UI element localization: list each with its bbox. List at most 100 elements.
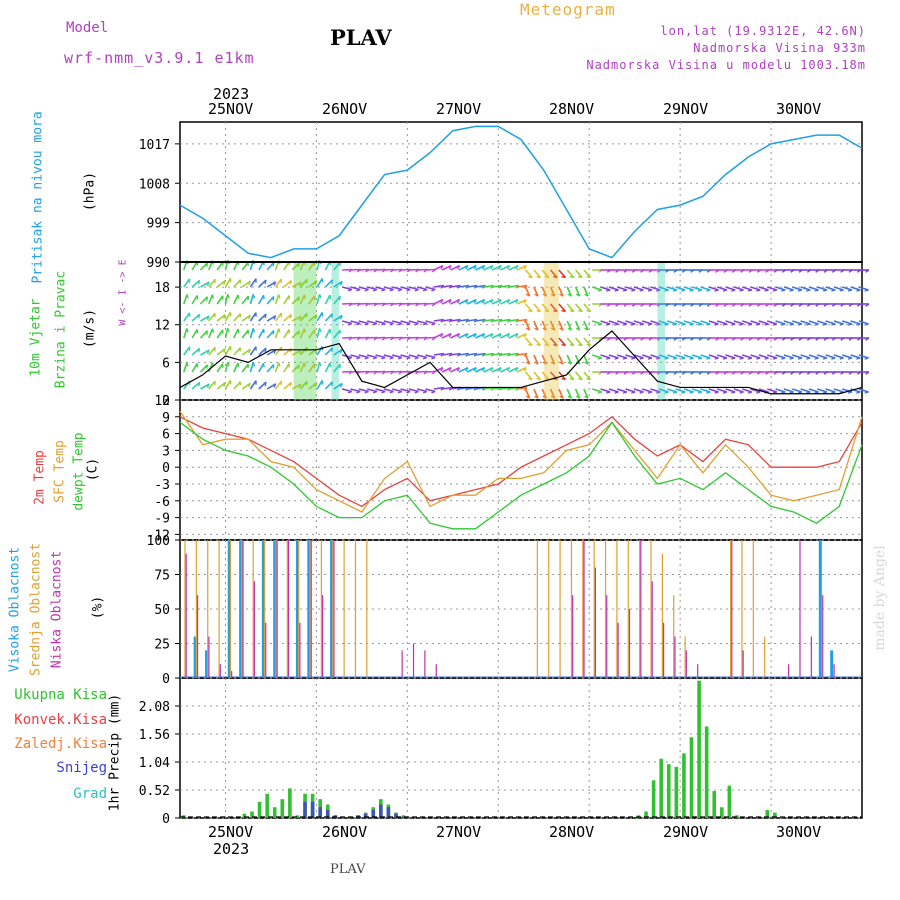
wind-arrow — [549, 303, 558, 313]
wind-arrow — [383, 286, 394, 291]
precip-snow-bar — [379, 804, 383, 818]
wind-arrow — [558, 388, 564, 399]
wind-arrow — [500, 352, 511, 356]
wind-arrow-head — [414, 288, 419, 292]
temp-tick-label: 12 — [154, 394, 170, 409]
wind-arrow — [566, 354, 573, 365]
wind-arrow-head — [227, 361, 230, 367]
wind-arrow-head — [559, 395, 564, 399]
wind-arrow-head — [525, 395, 530, 399]
wind-arrow — [241, 280, 251, 288]
wind-arrow — [517, 318, 528, 322]
wind-arrow — [825, 354, 836, 359]
wind-arrow-head — [856, 357, 861, 360]
wind-arrow-head — [372, 288, 378, 292]
wind-arrow-head — [672, 391, 678, 394]
precip-total-bar — [250, 811, 254, 818]
wind-arrow-head — [578, 275, 583, 279]
wind-arrow-head — [381, 322, 386, 326]
date-top-26: 26NOV — [322, 100, 368, 118]
wind-arrow-head — [806, 391, 811, 394]
wind-arrow-head — [575, 327, 581, 331]
wind-arrow — [249, 328, 255, 339]
wind-arrow — [266, 281, 277, 288]
wind-arrow — [842, 354, 853, 359]
high-cloud-bar — [307, 540, 311, 678]
wind-arrow — [583, 269, 592, 279]
wind-arrow-head — [567, 327, 572, 331]
wind-arrow-head — [331, 381, 334, 386]
wind-arrow-head — [278, 294, 281, 299]
wind-arrow — [333, 314, 343, 322]
wind-arrow — [541, 354, 548, 365]
wind-arrow-head — [347, 390, 353, 394]
wind-arrow-head — [544, 275, 549, 279]
wind-arrow-head — [561, 377, 566, 381]
wind-arrow — [199, 330, 208, 339]
wind-arrow-head — [714, 289, 719, 292]
wind-arrow-head — [440, 299, 444, 304]
wind-arrow — [817, 354, 828, 359]
wind-arrow — [541, 320, 548, 331]
wind-arrow — [750, 354, 761, 359]
wind-arrow — [500, 318, 511, 322]
wind-arrow — [324, 328, 331, 339]
wind-arrow-head — [822, 391, 828, 394]
wind-arrow — [241, 261, 249, 271]
wind-arrow — [566, 388, 573, 399]
wind-arrow-head — [614, 357, 619, 360]
wind-arrow — [533, 371, 542, 381]
wind-arrow — [533, 354, 539, 365]
wind-arrow-head — [536, 343, 541, 347]
wind-arrow — [316, 346, 323, 356]
wind-arrow-head — [578, 377, 583, 381]
precip-total-bar — [712, 791, 717, 818]
wind-arrow — [233, 347, 242, 356]
wind-arrow-head — [372, 322, 378, 326]
wind-arrow — [475, 264, 485, 271]
wind-arrow — [425, 388, 436, 393]
wind-arrow-head — [297, 364, 300, 369]
wind-arrow — [216, 363, 224, 373]
wind-arrow-head — [356, 322, 361, 326]
wind-arrow — [200, 315, 210, 322]
wind-arrow — [541, 286, 548, 297]
wind-arrow — [725, 354, 736, 359]
year-top: 2023 — [213, 85, 250, 103]
wind-arrow — [274, 294, 280, 305]
wind-arrow — [433, 352, 444, 356]
wind-arrow — [817, 320, 828, 325]
wind-arrow-head — [647, 391, 653, 394]
wind-arrow-head — [586, 275, 591, 279]
wind-arrow-head — [656, 357, 661, 360]
wind-arrow-head — [806, 323, 811, 326]
wind-arrow-head — [481, 367, 486, 372]
wind-arrow — [492, 352, 503, 356]
wind-arrow-head — [831, 391, 836, 394]
wind-arrow — [842, 286, 853, 291]
legend-ukupna: Ukupna Kisa — [14, 687, 107, 703]
sfc-temp-line — [179, 410, 863, 513]
wind-arrow — [700, 286, 711, 291]
wind-arrow-head — [431, 322, 436, 326]
wind-arrow — [700, 354, 711, 359]
wind-arrow — [533, 303, 542, 313]
wind-arrow — [249, 278, 257, 288]
wind-arrow — [608, 354, 619, 359]
wind-arrow-head — [318, 362, 322, 367]
wind-arrow-head — [864, 289, 869, 292]
wind-arrow — [524, 286, 531, 297]
wind-arrow — [358, 286, 369, 291]
wind-arrow — [516, 264, 527, 271]
wind-arrow — [274, 278, 283, 288]
wind-arrow — [249, 362, 255, 373]
wind-arrow — [400, 320, 411, 325]
wind-arrow — [216, 329, 224, 339]
wind-arrow-head — [806, 357, 811, 360]
wind-arrow-head — [553, 309, 558, 313]
wind-arrow — [458, 352, 469, 356]
wind-arrow — [258, 294, 265, 305]
wind-arrow-head — [528, 377, 533, 381]
wind-arrow-head — [856, 289, 861, 292]
wind-arrow — [458, 318, 469, 322]
